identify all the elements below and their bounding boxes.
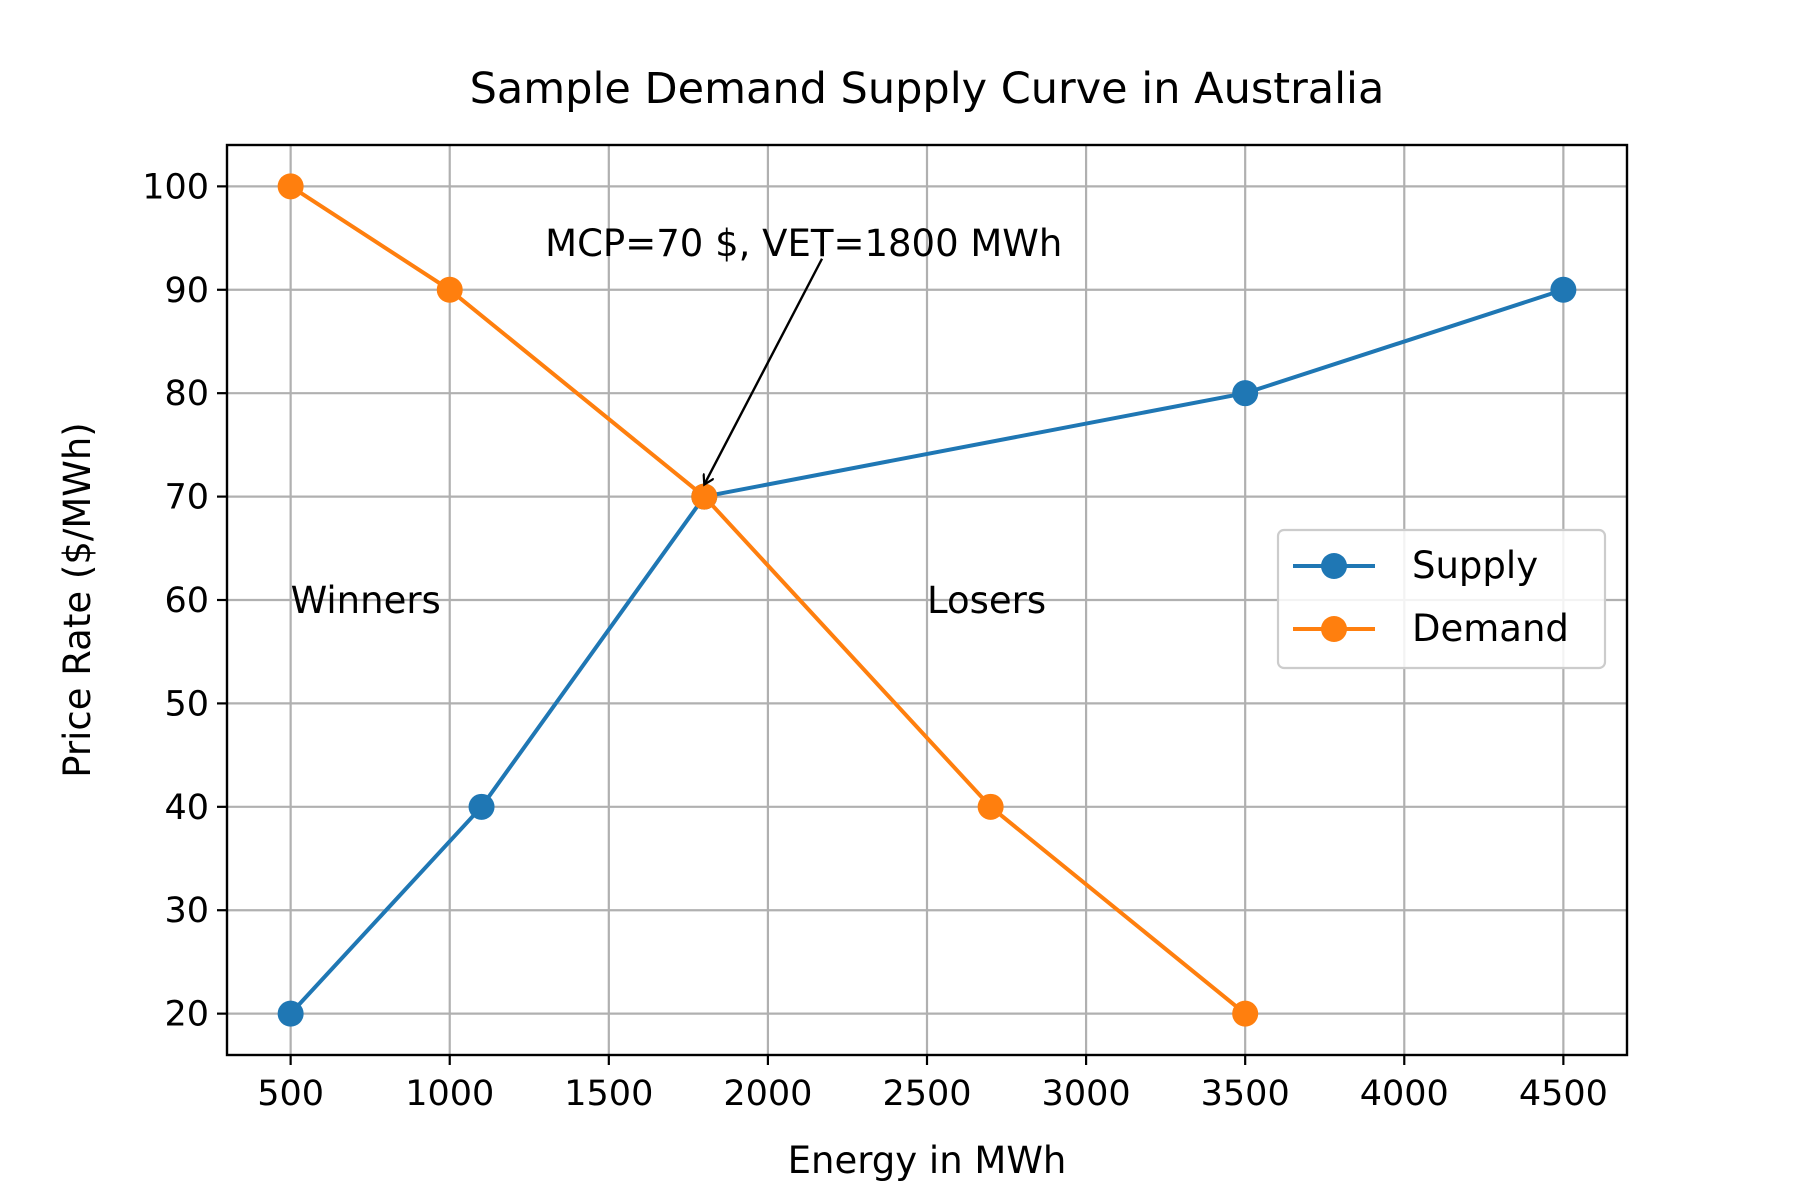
supply-point	[1550, 276, 1577, 303]
x-axis-label: Energy in MWh	[788, 1139, 1067, 1182]
annotation-layer: MCP=70 $, VET=1800 MWh Winners Losers	[291, 222, 1063, 622]
legend-demand-marker	[1321, 616, 1347, 642]
y-tick-label: 50	[164, 684, 209, 724]
y-tick-label: 20	[164, 995, 209, 1035]
x-tick-label: 2500	[882, 1074, 971, 1114]
demand-point	[436, 276, 463, 303]
y-tick-label: 90	[164, 271, 209, 311]
legend-demand-label: Demand	[1412, 607, 1569, 650]
y-tick-label: 100	[142, 167, 209, 207]
y-tick-label: 70	[164, 478, 209, 518]
x-tick-label: 2000	[723, 1074, 812, 1114]
demand-point	[977, 793, 1004, 820]
supply-point	[277, 1000, 304, 1027]
legend-supply-marker	[1321, 553, 1347, 579]
legend: Supply Demand	[1276, 528, 1607, 670]
demand-point	[277, 173, 304, 200]
x-tick-label: 4000	[1360, 1074, 1449, 1114]
y-axis: 20 30 40 50 60 70 80 90 100	[142, 167, 227, 1035]
legend-supply-label: Supply	[1412, 544, 1538, 587]
demand-point	[1232, 1000, 1259, 1027]
y-tick-label: 60	[164, 581, 209, 621]
y-axis-label: Price Rate ($/MWh)	[56, 422, 99, 777]
y-tick-label: 40	[164, 788, 209, 828]
annotation-arrow	[704, 258, 824, 485]
x-tick-label: 3000	[1042, 1074, 1131, 1114]
x-tick-label: 1000	[405, 1074, 494, 1114]
x-tick-label: 4500	[1519, 1074, 1608, 1114]
x-tick-label: 1500	[564, 1074, 653, 1114]
x-tick-label: 500	[257, 1074, 324, 1114]
y-tick-label: 30	[164, 891, 209, 931]
annotation-text: Losers	[927, 579, 1046, 622]
demand-point	[691, 483, 718, 510]
x-axis: 500 1000 1500 2000 2500 3000 3500 4000 4500	[257, 1055, 1608, 1114]
supply-point	[1232, 380, 1259, 407]
x-tick-label: 3500	[1201, 1074, 1290, 1114]
annotation-text: MCP=70 $, VET=1800 MWh	[545, 222, 1062, 265]
chart-title: Sample Demand Supply Curve in Australia	[470, 64, 1385, 114]
series-layer	[277, 173, 1577, 1027]
supply-point	[468, 793, 495, 820]
y-tick-label: 80	[164, 374, 209, 414]
annotation-text: Winners	[291, 579, 441, 622]
